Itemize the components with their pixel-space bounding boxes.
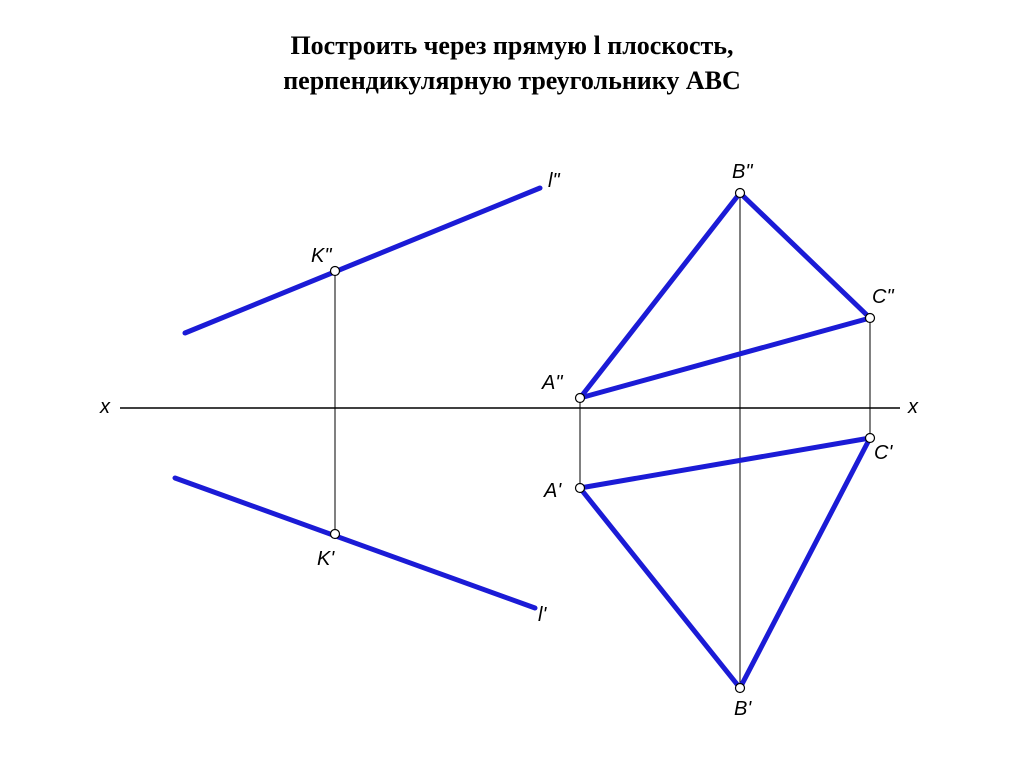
- label-A2: A": [542, 372, 562, 395]
- label-K1: K': [317, 548, 334, 571]
- label-C1: C': [874, 442, 892, 465]
- title-line-2: перпендикулярную треугольнику АВС: [283, 66, 741, 95]
- label-B2: B": [732, 161, 752, 184]
- label-A1: A': [544, 480, 561, 503]
- diagram-canvas: K" K' A" A' B" B' C" C' l" l' x x: [0, 98, 1024, 738]
- page-title: Построить через прямую l плоскость, перп…: [0, 0, 1024, 98]
- axis-label-left: x: [100, 396, 110, 419]
- label-K2: K": [311, 245, 331, 268]
- label-B1: B': [734, 698, 751, 721]
- label-C2: C": [872, 286, 894, 309]
- label-l2: l": [548, 170, 560, 193]
- geometry-svg: [0, 98, 1024, 738]
- axis-label-right: x: [908, 396, 918, 419]
- label-l1: l': [538, 604, 546, 627]
- title-line-1: Построить через прямую l плоскость,: [290, 31, 733, 60]
